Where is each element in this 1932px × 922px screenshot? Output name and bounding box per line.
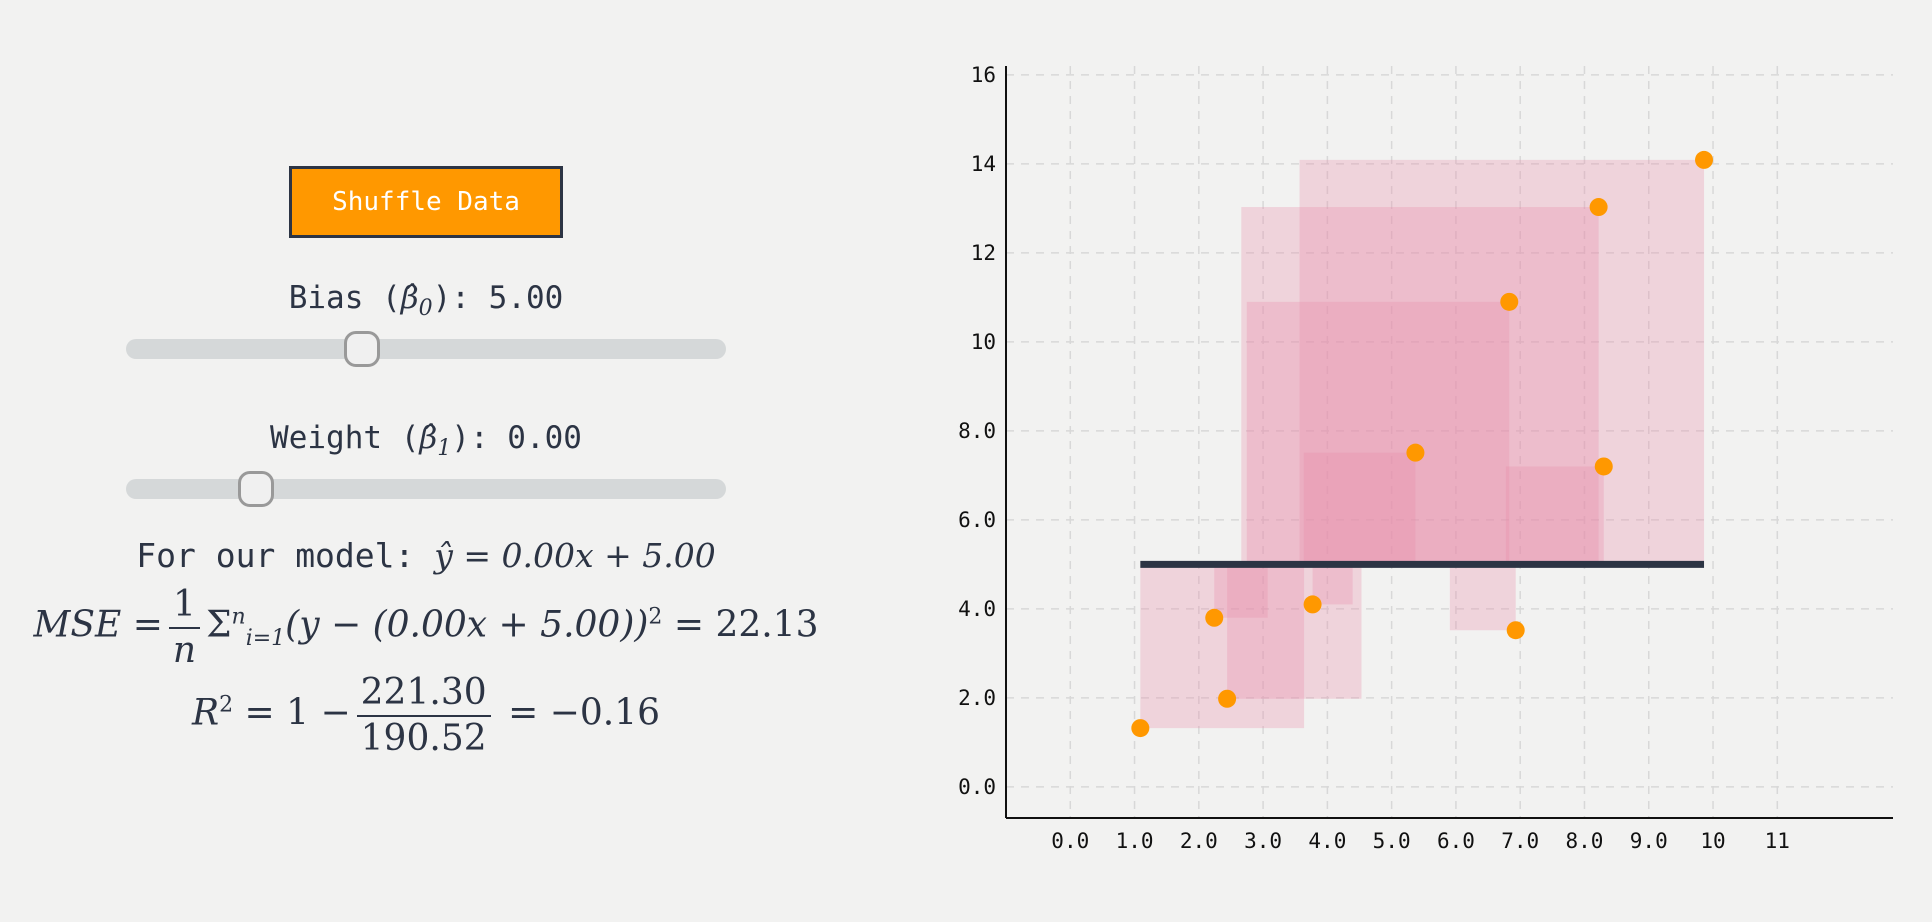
data-point-3: [1303, 595, 1322, 614]
y-tick-label-7: 14: [971, 152, 996, 176]
x-tick-label-10: 10: [1700, 829, 1725, 853]
residual-square-7: [1241, 207, 1599, 565]
weight-label: Weight (β̂1): 0.00: [0, 420, 852, 461]
bias-label-suffix: ):: [432, 280, 489, 316]
data-point-4: [1406, 443, 1425, 462]
residual-square-5: [1246, 301, 1510, 565]
x-tick-label-0: 0.0: [1051, 829, 1089, 853]
data-point-2: [1218, 689, 1237, 708]
residual-square-3: [1312, 564, 1353, 605]
r2-fraction: 221.30 190.52: [356, 673, 491, 759]
weight-subscript: 1: [437, 436, 452, 462]
x-tick-label-2: 2.0: [1180, 829, 1218, 853]
x-tick-label-8: 8.0: [1566, 829, 1604, 853]
y-tick-label-8: 16: [971, 63, 996, 87]
model-formula: ŷ = 0.00x + 5.00: [434, 536, 716, 575]
x-tick-label-1: 1.0: [1116, 829, 1154, 853]
x-tick-label-11: 11: [1765, 829, 1790, 853]
y-tick-label-5: 10: [971, 330, 996, 354]
x-tick-label-6: 6.0: [1437, 829, 1475, 853]
residual-square-6: [1449, 564, 1516, 631]
mse-fraction-numerator: 1: [169, 585, 200, 629]
bias-label: Bias (β̂0): 5.00: [0, 280, 852, 321]
bias-value: 5.00: [488, 280, 564, 316]
bias-slider[interactable]: [126, 331, 726, 367]
data-point-8: [1594, 457, 1613, 476]
weight-label-suffix: ):: [451, 420, 508, 456]
residual-square-8: [1505, 466, 1604, 565]
mse-sigma: Σ: [206, 604, 232, 646]
r2-equation: R2 = 1 −221.30 190.52 = −0.16: [0, 673, 852, 758]
data-point-6: [1506, 621, 1525, 640]
mse-fraction-denominator: n: [172, 629, 197, 671]
model-equation: For our model: ŷ = 0.00x + 5.00: [0, 536, 852, 575]
model-prefix: For our model:: [136, 536, 435, 575]
r2-power: 2: [219, 692, 234, 718]
data-point-0: [1131, 719, 1150, 738]
bias-slider-thumb[interactable]: [344, 331, 381, 367]
residual-square-9: [1299, 159, 1705, 565]
y-tick-label-0: 0.0: [958, 775, 996, 799]
bias-label-prefix: Bias (: [288, 280, 401, 316]
y-tick-label-3: 6.0: [958, 508, 996, 532]
controls-panel: Shuffle Data Bias (β̂0): 5.00 Weight (β̂…: [0, 0, 860, 922]
weight-symbol: β̂: [419, 420, 438, 456]
data-point-5: [1500, 292, 1519, 311]
weight-value: 0.00: [507, 420, 582, 456]
mse-result: = 22.13: [662, 604, 819, 646]
mse-lhs: MSE =: [33, 604, 163, 646]
data-point-7: [1589, 198, 1608, 217]
y-tick-label-2: 4.0: [958, 597, 996, 621]
regression-chart: 0.0 1.0 2.0 3.0 4.0 5.0 6.0 7.0 8.0 9.0 10 11 0.0 2.0…: [958, 63, 1893, 853]
residual-square-2: [1227, 564, 1362, 699]
mse-equation: MSE = 1 n Σni=1(y − (0.00x + 5.00))2 = 22.1…: [0, 585, 852, 670]
weight-label-prefix: Weight (: [270, 420, 420, 456]
r2-fraction-numerator: 221.30: [356, 673, 491, 717]
residual-square-1: [1214, 564, 1268, 618]
x-tick-label-3: 3.0: [1244, 829, 1282, 853]
r2-fraction-denominator: 190.52: [360, 717, 487, 759]
data-point-9: [1695, 150, 1714, 169]
y-tick-label-1: 2.0: [958, 686, 996, 710]
data-point-1: [1205, 608, 1224, 627]
bias-symbol: β̂: [400, 280, 419, 316]
residual-square-4: [1303, 452, 1416, 565]
x-tick-label-7: 7.0: [1501, 829, 1539, 853]
weight-slider[interactable]: [126, 471, 726, 507]
r2-mid: = 1 −: [233, 692, 351, 734]
mse-power: 2: [648, 604, 663, 630]
mse-sigma-lower: i=1: [245, 625, 286, 651]
r2-result: = −0.16: [496, 692, 660, 734]
weight-slider-thumb[interactable]: [237, 471, 274, 507]
y-tick-label-6: 12: [971, 241, 996, 265]
mse-sigma-upper: n: [231, 604, 246, 630]
mse-body: (y − (0.00x + 5.00)): [285, 604, 649, 646]
bias-subscript: 0: [418, 296, 433, 322]
r2-lhs: R: [191, 692, 220, 734]
x-tick-label-5: 5.0: [1373, 829, 1411, 853]
x-tick-label-4: 4.0: [1308, 829, 1346, 853]
shuffle-data-button[interactable]: Shuffle Data: [289, 166, 563, 238]
y-tick-label-4: 8.0: [958, 419, 996, 443]
x-tick-label-9: 9.0: [1630, 829, 1668, 853]
